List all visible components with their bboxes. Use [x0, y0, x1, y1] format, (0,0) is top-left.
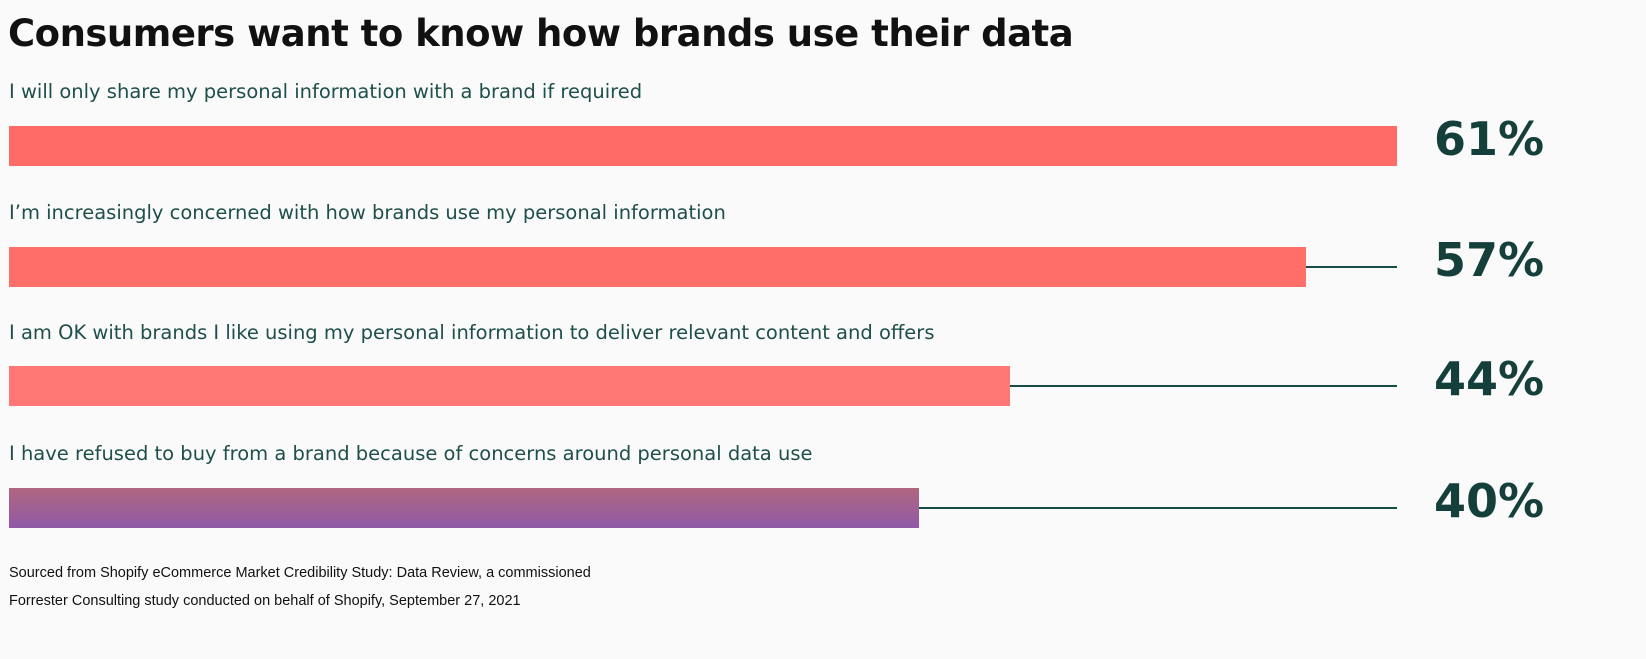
bar-track [9, 366, 1397, 406]
category-label: I have refused to buy from a brand becau… [9, 442, 813, 465]
bar [9, 366, 1010, 406]
source-line-1: Sourced from Shopify eCommerce Market Cr… [9, 565, 591, 581]
bar-track [9, 247, 1397, 287]
category-label: I am OK with brands I like using my pers… [9, 321, 935, 344]
bar-track [9, 126, 1397, 166]
value-label: 57% [1434, 233, 1545, 287]
value-label: 44% [1434, 352, 1545, 406]
category-label: I’m increasingly concerned with how bran… [9, 201, 726, 224]
bar [9, 247, 1306, 287]
value-label: 61% [1434, 112, 1545, 166]
chart-title: Consumers want to know how brands use th… [8, 12, 1074, 55]
bar-track [9, 488, 1397, 528]
category-label: I will only share my personal informatio… [9, 80, 643, 103]
source-line-2: Forrester Consulting study conducted on … [9, 593, 521, 609]
bar [9, 126, 1397, 166]
bar [9, 488, 919, 528]
value-label: 40% [1434, 474, 1545, 528]
